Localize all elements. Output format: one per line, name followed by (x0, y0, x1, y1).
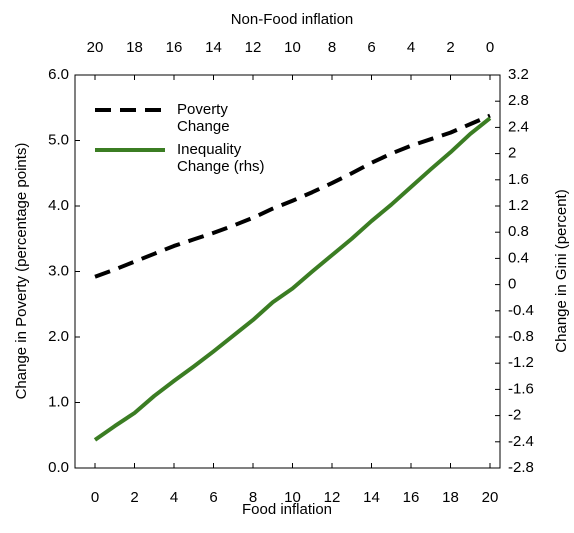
x2-tick-label: 4 (407, 39, 415, 56)
y2-tick-label: -0.4 (508, 302, 534, 319)
x2-tick-label: 12 (245, 39, 262, 56)
legend-label: Poverty Change (177, 101, 230, 135)
y2-tick-label: -0.8 (508, 328, 534, 345)
legend-label-box: Poverty Change (177, 101, 230, 135)
y2-tick-label: 2.8 (508, 92, 529, 109)
y-tick-label: 0.0 (48, 459, 69, 476)
legend-label: Inequality Change (rhs) (177, 141, 265, 175)
y2-tick-label: -2.4 (508, 433, 534, 450)
x-axis-title: Food inflation (242, 501, 332, 518)
x2-tick-label: 2 (446, 39, 454, 56)
y2-tick-label: -2.8 (508, 459, 534, 476)
x-tick-label: 16 (403, 489, 420, 506)
y2-tick-label: 2.4 (508, 118, 529, 135)
x-tick-label: 8 (249, 489, 257, 506)
y2-tick-label: 3.2 (508, 66, 529, 83)
x2-tick-label: 0 (486, 39, 494, 56)
series-line (93, 116, 492, 442)
y2-axis-title: Change in Gini (percent) (553, 189, 570, 352)
y2-tick-label: -1.6 (508, 380, 534, 397)
y2-tick-label: 0.8 (508, 223, 529, 240)
x-tick-label: 2 (130, 489, 138, 506)
x-tick-label: 12 (324, 489, 341, 506)
x2-tick-label: 14 (205, 39, 222, 56)
x-tick-label: 14 (363, 489, 380, 506)
x2-tick-label: 8 (328, 39, 336, 56)
legend-label-box: Inequality Change (rhs) (177, 141, 265, 175)
x2-tick-label: 16 (166, 39, 183, 56)
y2-tick-label: 0.4 (508, 249, 529, 266)
x2-axis-title: Non-Food inflation (231, 11, 354, 28)
series-line (94, 113, 491, 279)
x-tick-label: 0 (91, 489, 99, 506)
x-tick-label: 18 (442, 489, 459, 506)
y2-tick-label: -1.2 (508, 354, 534, 371)
y-tick-label: 1.0 (48, 393, 69, 410)
x-tick-label: 6 (209, 489, 217, 506)
y2-tick-label: 1.6 (508, 171, 529, 188)
y-axis-title: Change in Poverty (percentage points) (13, 143, 30, 400)
x2-tick-label: 20 (87, 39, 104, 56)
x2-tick-label: 18 (126, 39, 143, 56)
x2-tick-label: 10 (284, 39, 301, 56)
x-tick-label: 20 (482, 489, 499, 506)
y2-tick-label: 2 (508, 145, 516, 162)
x2-tick-label: 6 (367, 39, 375, 56)
y-tick-label: 4.0 (48, 197, 69, 214)
y2-tick-label: 1.2 (508, 197, 529, 214)
y-tick-label: 3.0 (48, 262, 69, 279)
y2-tick-label: 0 (508, 276, 516, 293)
y-tick-label: 6.0 (48, 66, 69, 83)
y2-tick-label: -2 (508, 407, 521, 424)
x-tick-label: 4 (170, 489, 178, 506)
y-tick-label: 2.0 (48, 328, 69, 345)
y-tick-label: 5.0 (48, 131, 69, 148)
x-tick-label: 10 (284, 489, 301, 506)
